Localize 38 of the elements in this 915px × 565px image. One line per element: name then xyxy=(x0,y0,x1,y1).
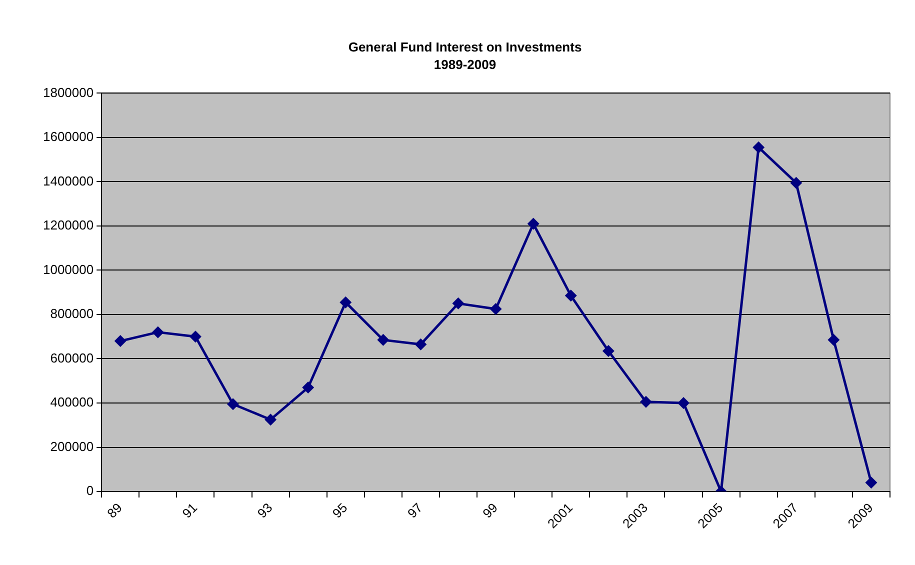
y-tick-label: 1200000 xyxy=(42,218,94,233)
point xyxy=(189,330,202,343)
point xyxy=(527,218,540,230)
point xyxy=(340,296,352,308)
x-tick-label: 95 xyxy=(329,500,350,521)
x-tick-label: 89 xyxy=(104,500,126,521)
y-tick-label: 0 xyxy=(86,483,94,498)
point xyxy=(302,382,314,394)
x-tick-label: 99 xyxy=(480,500,500,521)
y-tick-label: 600000 xyxy=(50,350,94,366)
point xyxy=(414,338,427,350)
point xyxy=(678,397,690,410)
point xyxy=(490,302,502,315)
point xyxy=(227,398,240,410)
y-tick-label: 400000 xyxy=(50,394,94,410)
y-tick-label: 800000 xyxy=(50,306,94,322)
point xyxy=(790,176,802,189)
y-tick-label: 1800000 xyxy=(42,84,94,100)
y-tick-label: 1000000 xyxy=(42,262,94,277)
x-tick-label: 93 xyxy=(254,500,276,521)
point xyxy=(828,334,840,346)
point xyxy=(752,141,765,154)
point xyxy=(602,345,614,357)
chart-title: General Fund Interest on Investments xyxy=(348,39,582,54)
point xyxy=(152,326,164,338)
chart-subtitle: 1989-2009 xyxy=(434,56,496,72)
x-tick-label: 97 xyxy=(404,500,426,521)
y-tick-label: 200000 xyxy=(50,438,94,454)
point xyxy=(114,335,126,348)
point xyxy=(264,414,277,426)
point xyxy=(865,476,878,489)
y-tick-label: 1600000 xyxy=(42,129,94,144)
point xyxy=(564,290,577,302)
point xyxy=(640,396,652,408)
x-tick-label: 91 xyxy=(179,500,200,521)
point xyxy=(377,334,390,346)
point xyxy=(452,297,464,310)
y-tick-label: 1400000 xyxy=(42,173,94,188)
